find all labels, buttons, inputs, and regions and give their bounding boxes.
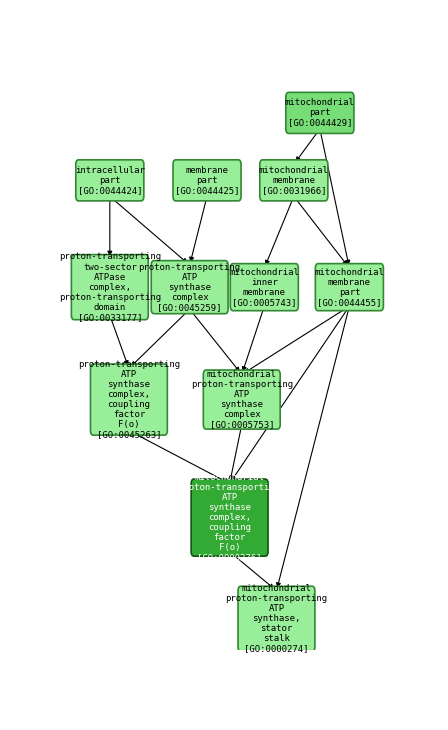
- FancyBboxPatch shape: [238, 586, 315, 651]
- Text: intracellular
part
[GO:0044424]: intracellular part [GO:0044424]: [75, 166, 145, 195]
- FancyBboxPatch shape: [173, 160, 241, 201]
- Text: mitochondrial
membrane
part
[GO:0044455]: mitochondrial membrane part [GO:0044455]: [314, 268, 384, 307]
- FancyBboxPatch shape: [315, 264, 383, 311]
- Text: membrane
part
[GO:0044425]: membrane part [GO:0044425]: [175, 166, 239, 195]
- FancyBboxPatch shape: [260, 160, 328, 201]
- Text: mitochondrial
proton-transporting
ATP
synthase,
stator
stalk
[GO:0000274]: mitochondrial proton-transporting ATP sy…: [225, 584, 327, 653]
- FancyBboxPatch shape: [203, 370, 280, 429]
- FancyBboxPatch shape: [90, 364, 168, 435]
- Text: mitochondrial
proton-transporting
ATP
synthase
complex
[GO:0005753]: mitochondrial proton-transporting ATP sy…: [191, 370, 293, 429]
- FancyBboxPatch shape: [76, 160, 144, 201]
- Text: mitochondrial
membrane
[GO:0031966]: mitochondrial membrane [GO:0031966]: [259, 166, 329, 195]
- Text: mitochondrial
inner
membrane
[GO:0005743]: mitochondrial inner membrane [GO:0005743…: [229, 268, 299, 307]
- FancyBboxPatch shape: [191, 479, 268, 556]
- Text: mitochondrial
proton-transporting
ATP
synthase
complex,
coupling
factor
F(o)
[GO: mitochondrial proton-transporting ATP sy…: [179, 473, 280, 562]
- FancyBboxPatch shape: [230, 264, 298, 311]
- Text: mitochondrial
part
[GO:0044429]: mitochondrial part [GO:0044429]: [285, 99, 355, 128]
- Text: proton-transporting
ATP
synthase
complex,
coupling
factor
F(o)
[GO:0045263]: proton-transporting ATP synthase complex…: [78, 360, 180, 439]
- FancyBboxPatch shape: [71, 255, 148, 320]
- Text: proton-transporting
ATP
synthase
complex
[GO:0045259]: proton-transporting ATP synthase complex…: [138, 263, 241, 312]
- FancyBboxPatch shape: [151, 261, 228, 314]
- FancyBboxPatch shape: [286, 93, 354, 134]
- Text: proton-transporting
two-sector
ATPase
complex,
proton-transporting
domain
[GO:00: proton-transporting two-sector ATPase co…: [59, 253, 161, 322]
